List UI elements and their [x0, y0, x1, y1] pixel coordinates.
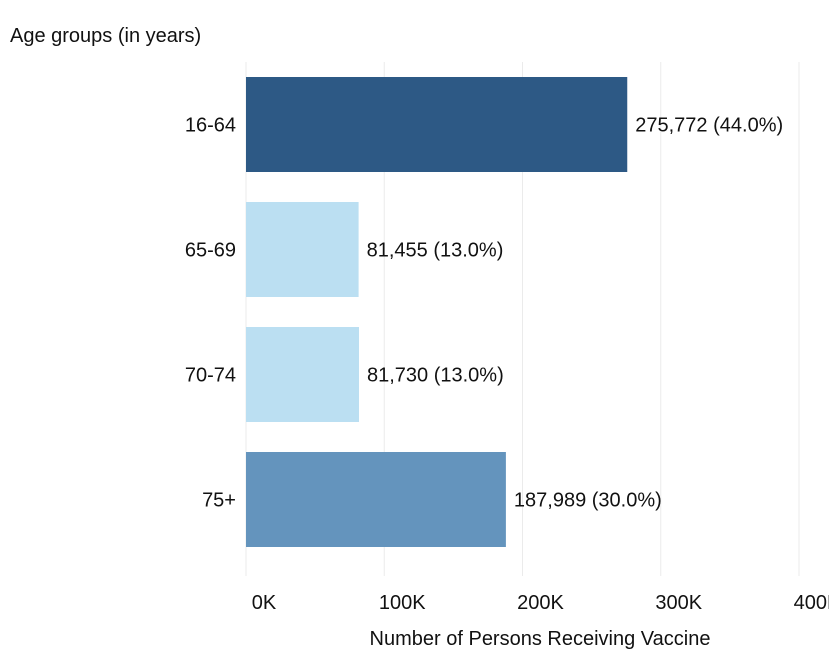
x-tick-label: 200K	[517, 592, 564, 614]
bars	[246, 77, 628, 547]
bar-data-label: 275,772 (44.0%)	[635, 115, 783, 137]
category-label: 75+	[202, 490, 236, 512]
data-labels: 275,772 (44.0%) 81,455 (13.0%) 81,730 (13.…	[367, 115, 784, 512]
bar-data-label: 81,455 (13.0%)	[367, 240, 504, 262]
bar-16-64	[246, 77, 628, 172]
bar-data-label: 81,730 (13.0%)	[367, 365, 504, 387]
bar-data-label: 187,989 (30.0%)	[514, 490, 662, 512]
x-tick-label: 300K	[655, 592, 702, 614]
category-label: 65-69	[185, 240, 236, 262]
category-label: 70-74	[185, 365, 236, 387]
bar-65-69	[246, 202, 359, 297]
x-axis-tick-labels: 0K 100K 200K 300K 400K	[252, 592, 829, 614]
x-tick-label: 0K	[252, 592, 277, 614]
category-labels: 16-64 65-69 70-74 75+	[185, 115, 236, 512]
y-axis-title: Age groups (in years)	[10, 25, 201, 47]
bar-70-74	[246, 327, 359, 422]
x-tick-label: 400K	[794, 592, 829, 614]
category-label: 16-64	[185, 115, 236, 137]
x-axis-title: Number of Persons Receiving Vaccine	[370, 628, 711, 650]
bar-75+	[246, 452, 506, 547]
x-tick-label: 100K	[379, 592, 426, 614]
